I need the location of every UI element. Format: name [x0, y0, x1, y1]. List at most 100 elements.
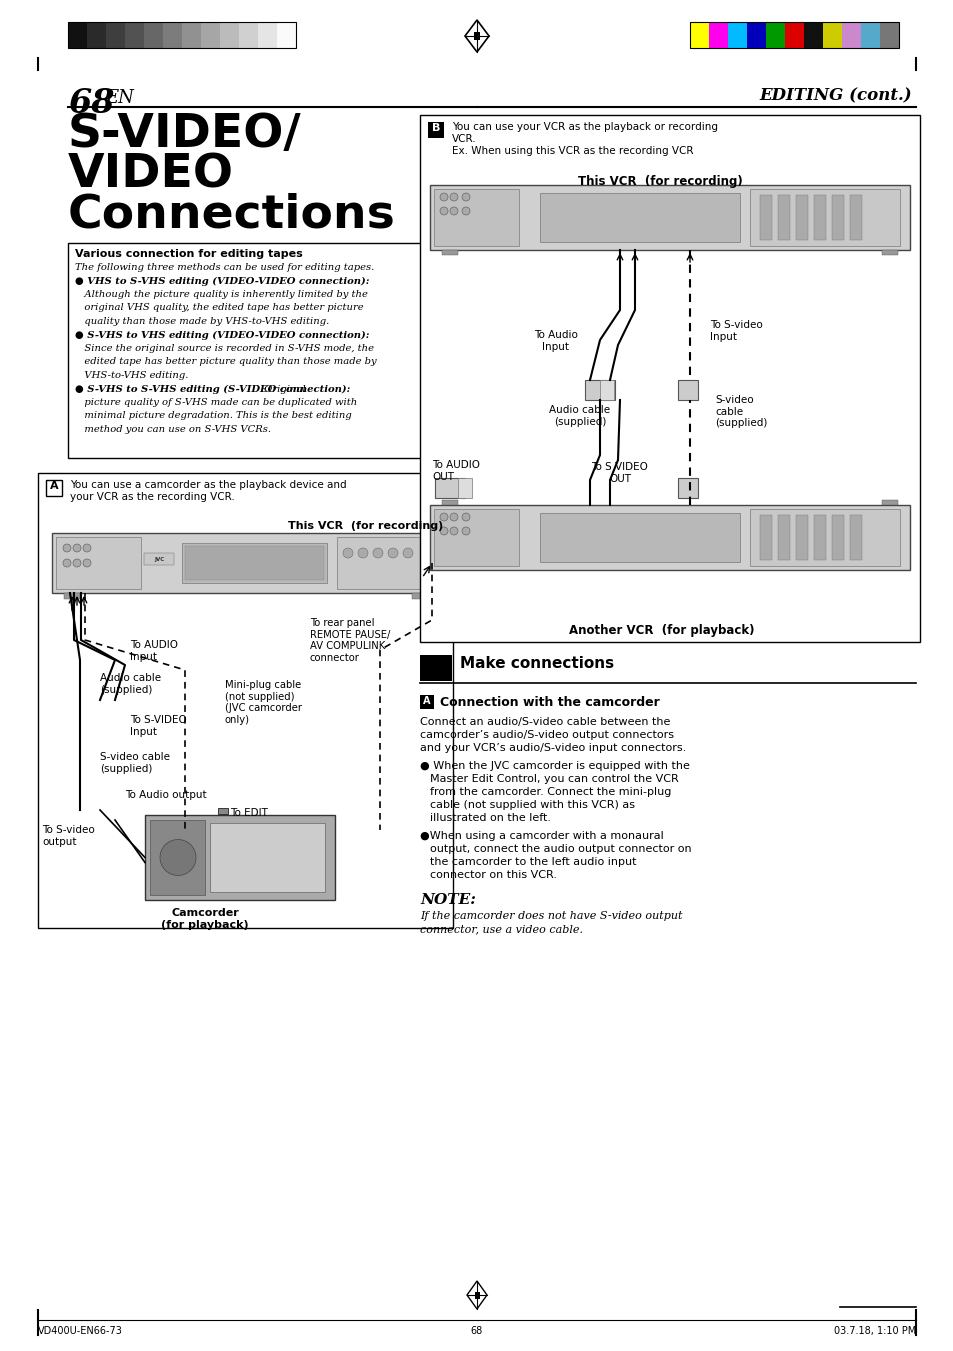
Bar [882, 500, 897, 505]
Bar [539, 193, 740, 242]
Circle shape [373, 549, 382, 558]
Bar [795, 195, 807, 240]
Text: cable (not supplied with this VCR) as: cable (not supplied with this VCR) as [430, 800, 635, 811]
Bar [727, 22, 746, 49]
Circle shape [357, 549, 368, 558]
Text: JVC: JVC [153, 557, 164, 562]
Bar [87, 22, 106, 49]
Text: VD400U-EN66-73: VD400U-EN66-73 [38, 1325, 123, 1336]
Bar [778, 195, 789, 240]
Circle shape [160, 839, 195, 875]
Circle shape [439, 207, 448, 215]
Text: ● S-VHS to S-VHS editing (S-VIDEO connection):: ● S-VHS to S-VHS editing (S-VIDEO connec… [75, 385, 350, 393]
Text: A: A [423, 696, 431, 707]
Circle shape [439, 513, 448, 521]
Text: connector, use a video cable.: connector, use a video cable. [419, 924, 582, 934]
Bar [831, 195, 843, 240]
Circle shape [439, 527, 448, 535]
Text: This VCR  (for recording): This VCR (for recording) [288, 521, 442, 531]
Text: The following three methods can be used for editing tapes.: The following three methods can be used … [75, 263, 374, 272]
Bar [38, 473, 453, 928]
Bar [882, 250, 897, 255]
Text: Audio cable
(supplied): Audio cable (supplied) [100, 673, 161, 694]
Text: minimal picture degradation. This is the best editing: minimal picture degradation. This is the… [75, 412, 352, 420]
Bar [64, 593, 80, 598]
Bar [218, 808, 228, 815]
Bar [68, 243, 453, 458]
Circle shape [461, 527, 470, 535]
Bar [879, 22, 898, 49]
Circle shape [343, 549, 353, 558]
Circle shape [83, 544, 91, 553]
Circle shape [63, 544, 71, 553]
Polygon shape [464, 20, 489, 51]
Bar [428, 122, 443, 138]
Text: You can use your VCR as the playback or recording: You can use your VCR as the playback or … [452, 122, 718, 132]
Circle shape [461, 513, 470, 521]
Text: Camcorder
(for playback): Camcorder (for playback) [161, 908, 249, 929]
Circle shape [461, 207, 470, 215]
Text: Connect an audio/S-video cable between the: Connect an audio/S-video cable between t… [419, 717, 670, 727]
Text: To rear panel
REMOTE PAUSE/
AV COMPULINK
connector: To rear panel REMOTE PAUSE/ AV COMPULINK… [310, 617, 390, 663]
Text: 68: 68 [68, 86, 114, 120]
Text: quality than those made by VHS-to-VHS editing.: quality than those made by VHS-to-VHS ed… [75, 317, 329, 326]
Bar [210, 823, 325, 892]
Text: 03.7.18, 1:10 PM: 03.7.18, 1:10 PM [833, 1325, 915, 1336]
Text: NOTE:: NOTE: [419, 893, 476, 907]
Text: This VCR  (for recording): This VCR (for recording) [577, 176, 741, 188]
Bar [441, 500, 457, 505]
Bar [539, 513, 740, 562]
Bar [822, 22, 841, 49]
Bar [419, 694, 434, 709]
Bar [125, 22, 144, 49]
Bar [678, 380, 698, 400]
Text: from the camcorder. Connect the mini-plug: from the camcorder. Connect the mini-plu… [430, 788, 671, 797]
Text: To EDIT: To EDIT [230, 808, 268, 817]
Text: Ex. When using this VCR as the recording VCR: Ex. When using this VCR as the recording… [452, 146, 693, 155]
Text: original VHS quality, the edited tape has better picture: original VHS quality, the edited tape ha… [75, 304, 363, 312]
Bar [145, 815, 335, 900]
Text: EN: EN [105, 89, 133, 107]
Bar [276, 22, 295, 49]
Text: Various connection for editing tapes: Various connection for editing tapes [75, 249, 302, 259]
Text: VCR.: VCR. [452, 134, 476, 145]
Text: Another VCR  (for playback): Another VCR (for playback) [569, 624, 754, 638]
Bar [336, 536, 432, 589]
Text: B: B [432, 123, 439, 132]
Text: S-VIDEO/: S-VIDEO/ [68, 112, 301, 157]
Bar [106, 22, 125, 49]
Bar [584, 380, 615, 400]
Bar [689, 22, 898, 49]
Bar [784, 22, 803, 49]
Text: ●When using a camcorder with a monaural: ●When using a camcorder with a monaural [419, 831, 663, 842]
Bar [849, 515, 862, 561]
Bar [765, 22, 784, 49]
Bar [841, 22, 861, 49]
Circle shape [73, 544, 81, 553]
Polygon shape [467, 1281, 486, 1309]
Bar [435, 478, 464, 499]
Bar [813, 195, 825, 240]
Text: To Audio output: To Audio output [125, 790, 207, 800]
Bar [150, 820, 205, 894]
Text: ● When the JVC camcorder is equipped with the: ● When the JVC camcorder is equipped wit… [419, 761, 689, 771]
Bar [678, 478, 698, 499]
Bar [795, 515, 807, 561]
Text: Connection with the camcorder: Connection with the camcorder [439, 696, 659, 709]
Text: Original: Original [261, 385, 305, 393]
Text: ● S-VHS to VHS editing (VIDEO-VIDEO connection):: ● S-VHS to VHS editing (VIDEO-VIDEO conn… [75, 331, 369, 339]
Bar [803, 22, 822, 49]
Bar [861, 22, 879, 49]
Bar [185, 546, 324, 580]
Text: S-video
cable
(supplied): S-video cable (supplied) [714, 394, 766, 428]
Bar [760, 195, 771, 240]
Text: You can use a camcorder as the playback device and: You can use a camcorder as the playback … [70, 480, 346, 490]
Text: To S-VIDEO
Input: To S-VIDEO Input [130, 715, 187, 736]
Text: your VCR as the recording VCR.: your VCR as the recording VCR. [70, 492, 234, 503]
Text: and your VCR’s audio/S-video input connectors.: and your VCR’s audio/S-video input conne… [419, 743, 685, 753]
Bar [457, 478, 472, 499]
Text: Make connections: Make connections [459, 657, 614, 671]
Text: S-video cable
(supplied): S-video cable (supplied) [100, 753, 170, 774]
Text: Connections: Connections [68, 192, 395, 236]
Bar [813, 515, 825, 561]
